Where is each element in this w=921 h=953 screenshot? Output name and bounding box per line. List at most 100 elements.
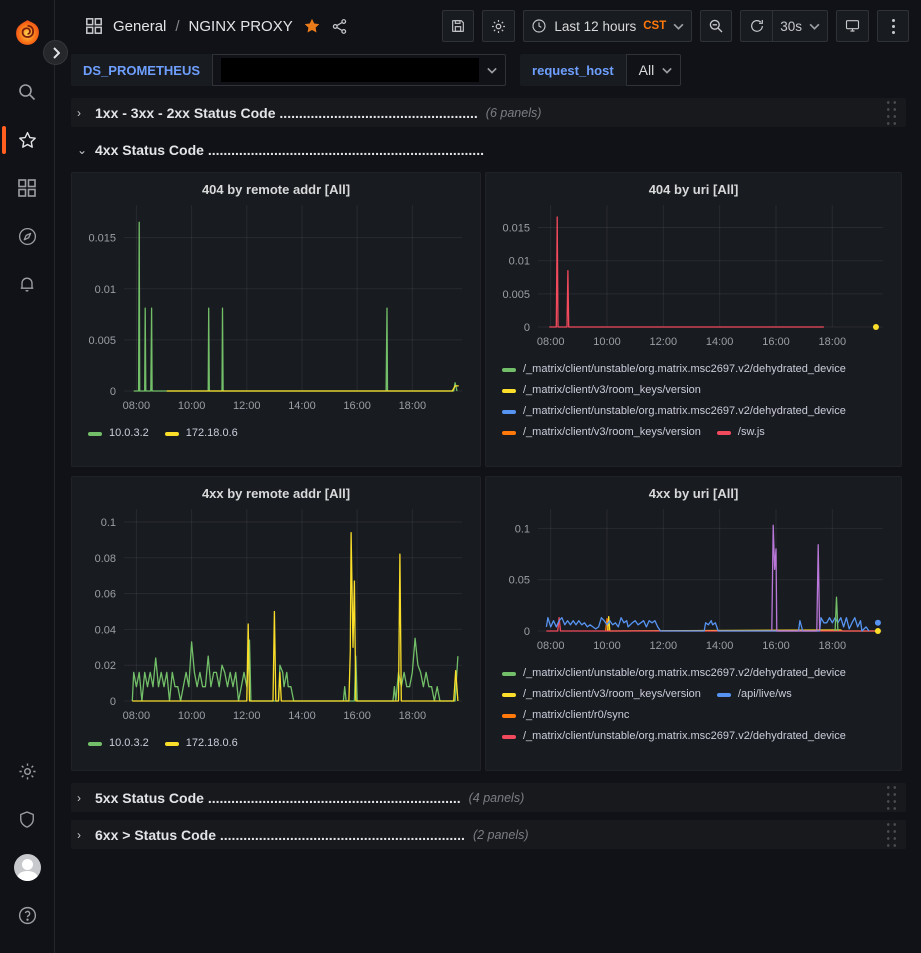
sidebar-item-starred[interactable] xyxy=(0,116,55,164)
time-range-picker[interactable]: Last 12 hours CST xyxy=(523,10,693,42)
legend-label: 10.0.3.2 xyxy=(109,427,149,439)
row-drag-handle[interactable] xyxy=(885,821,898,848)
sidebar xyxy=(0,0,55,953)
legend-item[interactable]: /_matrix/client/v3/room_keys/version xyxy=(502,381,701,400)
svg-text:0.05: 0.05 xyxy=(509,575,530,587)
variable-request-host: request_host All xyxy=(520,54,682,86)
save-dashboard-button[interactable] xyxy=(442,10,475,42)
panel-grid: 404 by remote addr [All] 0 0.005 0.01 0.015… xyxy=(71,172,906,771)
dashboard-menu-button[interactable] xyxy=(877,10,909,42)
svg-text:0: 0 xyxy=(110,696,116,708)
svg-text:08:00: 08:00 xyxy=(537,336,565,348)
dashboard-variables: DS_PROMETHEUS request_host All xyxy=(55,52,921,94)
gear-icon xyxy=(18,762,36,780)
sidebar-item-configuration[interactable] xyxy=(0,747,55,795)
legend-item[interactable]: /sw.js xyxy=(716,423,765,442)
zoom-out-button[interactable] xyxy=(700,10,733,42)
avatar xyxy=(13,853,41,881)
kebab-icon xyxy=(891,18,895,34)
chart-4xx-by-remote-addr[interactable]: 0 0.02 0.04 0.06 0.08 0.1 08:00 10:00 12:00 14:00… xyxy=(78,503,474,730)
row-header-6xx[interactable]: › 6xx > Status Code ....................… xyxy=(71,820,906,849)
panel-title[interactable]: 404 by uri [All] xyxy=(648,182,739,197)
dashboard-settings-button[interactable] xyxy=(482,10,516,42)
variable-datasource: DS_PROMETHEUS xyxy=(71,54,507,86)
star-icon xyxy=(18,131,36,148)
top-navbar: General / NGINX PROXY xyxy=(55,0,921,52)
refresh-button[interactable] xyxy=(740,10,773,42)
legend-item[interactable]: /_matrix/client/r0/sync xyxy=(502,706,629,725)
row-collapse-chevron: › xyxy=(77,105,81,120)
chart-404-by-uri[interactable]: 0 0.005 0.01 0.015 08:00 10:00 12:00 14:00 16:00… xyxy=(492,199,895,356)
share-icon[interactable] xyxy=(331,18,348,35)
legend-swatch xyxy=(502,430,516,435)
refresh-interval-dropdown[interactable]: 30s xyxy=(772,10,828,42)
breadcrumb-section[interactable]: General xyxy=(113,17,167,35)
row-header-5xx[interactable]: › 5xx Status Code ......................… xyxy=(71,783,906,812)
tv-mode-button[interactable] xyxy=(836,10,869,42)
sidebar-item-help[interactable] xyxy=(0,891,55,939)
zoom-out-icon xyxy=(709,19,723,33)
sidebar-item-profile[interactable] xyxy=(0,843,55,891)
panel-404-by-remote-addr: 404 by remote addr [All] 0 0.005 0.01 0.015… xyxy=(71,172,481,467)
legend-label: /sw.js xyxy=(737,426,765,438)
svg-text:0.01: 0.01 xyxy=(509,256,530,268)
row-drag-handle[interactable] xyxy=(885,99,898,126)
row-panel-count: (2 panels) xyxy=(472,827,529,842)
chevron-down-icon xyxy=(809,23,820,30)
breadcrumb-dashboard-title[interactable]: NGINX PROXY xyxy=(188,17,293,35)
legend-item[interactable]: /_matrix/client/unstable/org.matrix.msc2… xyxy=(502,360,846,379)
chart-legend: /_matrix/client/unstable/org.matrix.msc2… xyxy=(492,660,895,746)
svg-text:0.005: 0.005 xyxy=(88,335,116,347)
svg-text:16:00: 16:00 xyxy=(343,710,371,722)
chart-404-by-remote-addr[interactable]: 0 0.005 0.01 0.015 08:00 10:00 12:00 14:00 16:00… xyxy=(78,199,474,420)
main-content: General / NGINX PROXY xyxy=(55,0,921,953)
panel-title[interactable]: 4xx by uri [All] xyxy=(648,486,739,501)
legend-item[interactable]: 172.18.0.6 xyxy=(164,424,238,443)
row-header-4xx[interactable]: ⌄ 4xx Status Code ......................… xyxy=(71,135,906,164)
clock-icon xyxy=(532,19,546,33)
favorite-star-icon[interactable] xyxy=(303,17,321,35)
row-collapse-chevron: ⌄ xyxy=(77,142,88,157)
panel-title[interactable]: 4xx by remote addr [All] xyxy=(201,486,351,501)
svg-text:0: 0 xyxy=(524,626,530,638)
legend-item[interactable]: /_matrix/client/unstable/org.matrix.msc2… xyxy=(502,664,846,683)
chevron-down-icon xyxy=(673,23,684,30)
sidebar-item-dashboards[interactable] xyxy=(0,164,55,212)
legend-item[interactable]: 10.0.3.2 xyxy=(88,424,149,443)
legend-item[interactable]: /_matrix/client/unstable/org.matrix.msc2… xyxy=(502,402,846,421)
svg-text:10:00: 10:00 xyxy=(593,336,621,348)
svg-text:0.015: 0.015 xyxy=(88,233,116,245)
grafana-logo[interactable] xyxy=(0,10,55,54)
sidebar-expand-button[interactable] xyxy=(43,40,68,65)
legend-item[interactable]: /_matrix/client/v3/room_keys/version xyxy=(502,685,701,704)
time-range-label: Last 12 hours xyxy=(554,18,637,34)
sidebar-item-explore[interactable] xyxy=(0,212,55,260)
legend-swatch xyxy=(502,388,516,393)
sidebar-item-search[interactable] xyxy=(0,68,55,116)
sidebar-item-alerting[interactable] xyxy=(0,260,55,308)
sidebar-item-server-admin[interactable] xyxy=(0,795,55,843)
svg-text:16:00: 16:00 xyxy=(343,400,371,412)
request-host-select[interactable]: All xyxy=(625,54,682,86)
svg-text:08:00: 08:00 xyxy=(123,400,151,412)
breadcrumb-separator: / xyxy=(175,17,180,35)
chevron-right-icon xyxy=(52,46,60,59)
svg-text:0.015: 0.015 xyxy=(502,223,530,235)
legend-item[interactable]: /api/live/ws xyxy=(716,685,792,704)
legend-item[interactable]: 172.18.0.6 xyxy=(164,734,238,753)
svg-text:12:00: 12:00 xyxy=(650,640,678,652)
panel-title[interactable]: 404 by remote addr [All] xyxy=(201,182,351,197)
row-header-1xx-3xx-2xx[interactable]: › 1xx - 3xx - 2xx Status Code ..........… xyxy=(71,98,906,127)
datasource-select[interactable] xyxy=(212,54,507,86)
row-title: 5xx Status Code ........................… xyxy=(95,789,461,806)
row-collapse-chevron: › xyxy=(77,790,81,805)
chart-4xx-by-uri[interactable]: 0 0.05 0.1 08:00 10:00 12:00 14:00 16:00 18:00 xyxy=(492,503,895,660)
legend-item[interactable]: /_matrix/client/unstable/org.matrix.msc2… xyxy=(502,727,846,746)
request-host-label: request_host xyxy=(520,54,626,86)
row-drag-handle[interactable] xyxy=(885,784,898,811)
request-host-value: All xyxy=(638,62,655,78)
legend-item[interactable]: /_matrix/client/v3/room_keys/version xyxy=(502,423,701,442)
legend-item[interactable]: 10.0.3.2 xyxy=(88,734,149,753)
svg-text:18:00: 18:00 xyxy=(399,710,427,722)
legend-label: 172.18.0.6 xyxy=(185,737,238,749)
